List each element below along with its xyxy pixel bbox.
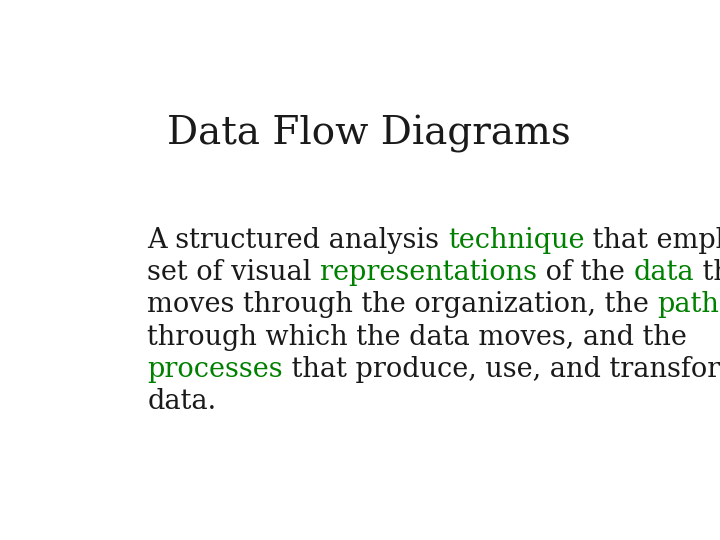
- Text: technique: technique: [448, 226, 585, 253]
- Text: that employs a: that employs a: [585, 226, 720, 253]
- Text: of the: of the: [537, 259, 634, 286]
- Text: A structured analysis: A structured analysis: [148, 226, 448, 253]
- Text: representations: representations: [320, 259, 537, 286]
- Text: through which the data moves, and the: through which the data moves, and the: [148, 323, 687, 350]
- Text: paths: paths: [658, 291, 720, 318]
- Text: data.: data.: [148, 388, 217, 415]
- Text: data: data: [634, 259, 694, 286]
- Text: Data Flow Diagrams: Data Flow Diagrams: [167, 114, 571, 153]
- Text: that produce, use, and transform: that produce, use, and transform: [283, 356, 720, 383]
- Text: set of visual: set of visual: [148, 259, 320, 286]
- Text: processes: processes: [148, 356, 283, 383]
- Text: moves through the organization, the: moves through the organization, the: [148, 291, 658, 318]
- Text: that: that: [694, 259, 720, 286]
